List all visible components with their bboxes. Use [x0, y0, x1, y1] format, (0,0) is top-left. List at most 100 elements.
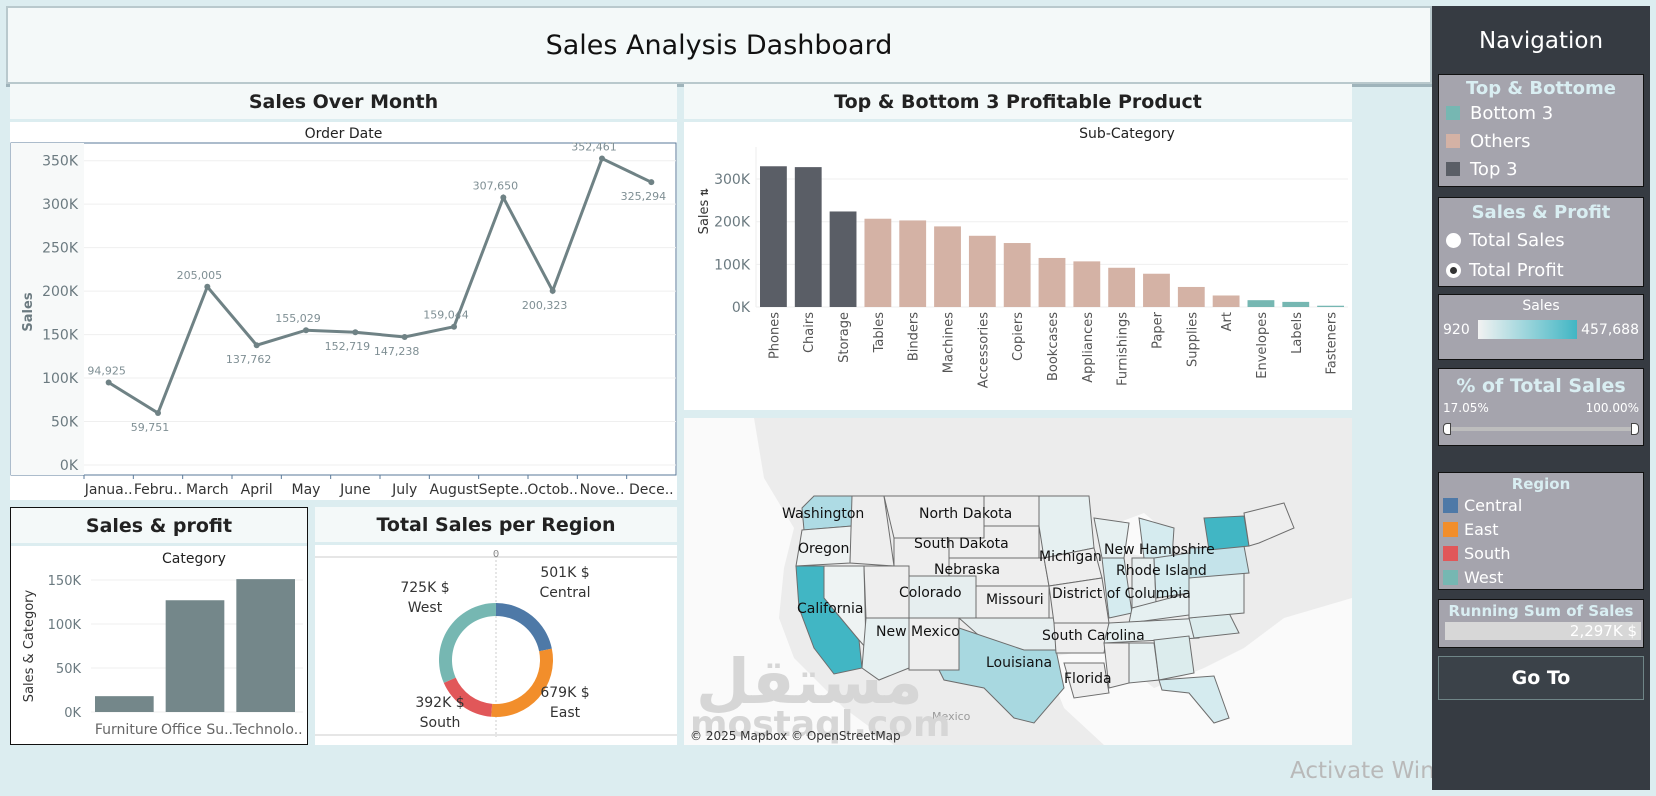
- running-sum-bar: 2,297K $: [1445, 622, 1641, 640]
- bottom-3-swatch: [1446, 106, 1460, 120]
- y-tick-label: 200K: [42, 284, 79, 300]
- state-label-south-dakota: South Dakota: [914, 536, 1009, 552]
- top-bottom-legend-title: Top & Bottome: [1466, 78, 1616, 99]
- x-tick-label: August: [430, 482, 480, 498]
- bar-binders: [899, 220, 927, 307]
- map-attribution[interactable]: © 2025 Mapbox © OpenStreetMap: [690, 729, 901, 743]
- data-point: [155, 410, 161, 417]
- slice-east: [491, 648, 553, 717]
- y-tick-label: 50K: [56, 662, 82, 677]
- x-tick-label: Furniture: [95, 722, 158, 738]
- legend-item-central[interactable]: Central: [1439, 493, 1643, 517]
- south-swatch: [1443, 545, 1458, 561]
- x-tick-label: June: [339, 482, 371, 498]
- navigation-title: Navigation: [1478, 28, 1604, 54]
- subcategory-header: Sub-Category: [1079, 126, 1175, 142]
- sales-profit-panel: Sales & profit Category 0K 50K 100K 150K Sal…: [10, 507, 308, 745]
- x-tick-label: May: [292, 482, 321, 498]
- bar-category: [95, 696, 154, 712]
- data-label: 155,029: [275, 312, 321, 325]
- x-tick-label: July: [391, 482, 417, 498]
- legend-item-top-3[interactable]: Top 3: [1439, 155, 1643, 183]
- y-tick-label: 200K: [714, 215, 751, 231]
- y-axis-title: Sales: [21, 292, 36, 331]
- state-label-rhode-island: Rhode Island: [1116, 563, 1207, 579]
- sales-over-month-panel: Sales Over Month Order Date 0K 50K 100K 150…: [10, 84, 677, 500]
- state-label-colorado: Colorado: [899, 585, 962, 601]
- data-point: [648, 179, 655, 186]
- region-legend-title: Region: [1511, 475, 1571, 493]
- x-tick-label: Febru..: [134, 482, 182, 498]
- state-shapes: [795, 495, 1295, 724]
- sales-profit-bar-chart: 0K 50K 100K 150K Sales & Category Furniture Of…: [22, 574, 303, 738]
- x-tick-label: Nove..: [580, 482, 625, 498]
- data-label: 159,044: [423, 309, 469, 322]
- x-tick-label: April: [241, 482, 273, 498]
- sales-color-legend: Sales 920 457,688: [1438, 294, 1644, 360]
- sales-line-chart: 0K 50K 100K 150K 200K 250K 300K 350K Sales 94,925…: [10, 142, 677, 498]
- bar-bookcases: [1038, 257, 1066, 307]
- x-tick-label: Janua..: [84, 482, 133, 498]
- state-label-new-hampshire: New Hampshire: [1104, 542, 1215, 558]
- y-tick-label: 50K: [51, 415, 79, 431]
- legend-label: Bottom 3: [1470, 102, 1554, 124]
- data-point: [451, 323, 457, 330]
- bar-chairs: [794, 167, 822, 307]
- sales-map-panel[interactable]: Washington Oregon California North Dakota So…: [684, 418, 1352, 745]
- sort-descending-icon: ⇅: [700, 188, 711, 196]
- slice-west: [439, 603, 496, 683]
- us-sales-map[interactable]: Washington Oregon California North Dakota So…: [684, 418, 1352, 745]
- data-label: 352,461: [571, 142, 617, 154]
- sales-color-max: 457,688: [1581, 321, 1639, 338]
- radio-total-profit[interactable]: Total Profit: [1439, 255, 1643, 285]
- legend-item-east[interactable]: East: [1439, 517, 1643, 541]
- radio-total-sales[interactable]: Total Sales: [1439, 225, 1643, 255]
- east-swatch: [1443, 521, 1458, 537]
- bar-paper: [1143, 273, 1170, 307]
- state-label-louisiana: Louisiana: [986, 655, 1052, 671]
- state-label-california: California: [797, 601, 863, 617]
- pacific-ocean: [684, 418, 894, 745]
- y-tick-label: 300K: [42, 197, 79, 213]
- legend-item-west[interactable]: West: [1439, 565, 1643, 589]
- data-label: 94,925: [87, 364, 126, 377]
- bar-furnishings: [1108, 267, 1136, 307]
- slice-region-label: South: [420, 715, 461, 731]
- bar-supplies: [1177, 286, 1205, 307]
- state-label-missouri: Missouri: [986, 592, 1044, 608]
- legend-item-others[interactable]: Others: [1439, 127, 1643, 155]
- west-swatch: [1443, 569, 1458, 585]
- watermark-arabic: مستقل: [696, 645, 923, 718]
- pct-filter-low-handle[interactable]: [1443, 423, 1451, 435]
- go-to-button[interactable]: Go To: [1438, 656, 1644, 700]
- state-label-new-mexico: New Mexico: [876, 624, 960, 640]
- state-georgia: [1153, 635, 1195, 681]
- bar-envelopes: [1247, 300, 1275, 307]
- y-tick-label: 0K: [60, 458, 79, 474]
- x-tick-label: Furnishings: [1116, 312, 1131, 386]
- y-tick-label: 150K: [42, 328, 79, 344]
- bar-storage: [829, 211, 857, 307]
- central-swatch: [1443, 497, 1458, 513]
- data-label: 200,323: [522, 299, 568, 312]
- radio-selected-icon[interactable]: [1446, 262, 1461, 278]
- state-label-florida: Florida: [1064, 671, 1112, 687]
- state-label-washington: Washington: [782, 506, 864, 522]
- legend-item-south[interactable]: South: [1439, 541, 1643, 565]
- pct-filter-high-handle[interactable]: [1631, 423, 1639, 435]
- y-axis-title: Sales & Category: [22, 590, 37, 703]
- pct-filter-slider-track[interactable]: [1445, 427, 1637, 431]
- slice-value-label: 679K $: [540, 685, 589, 701]
- legend-item-bottom-3[interactable]: Bottom 3: [1439, 99, 1643, 127]
- pct-filter-max: 100.00%: [1585, 401, 1639, 415]
- x-tick-label: Labels: [1290, 312, 1305, 354]
- watermark-latin: mostaql.com: [690, 704, 951, 745]
- top-3-swatch: [1446, 162, 1460, 176]
- data-point: [500, 194, 507, 201]
- legend-label: West: [1464, 567, 1504, 587]
- sales-color-gradient: [1477, 320, 1578, 339]
- x-tick-label: March: [186, 482, 229, 498]
- state-texas: [938, 627, 1065, 724]
- radio-unselected-icon[interactable]: [1446, 232, 1461, 248]
- bar-labels: [1282, 301, 1310, 307]
